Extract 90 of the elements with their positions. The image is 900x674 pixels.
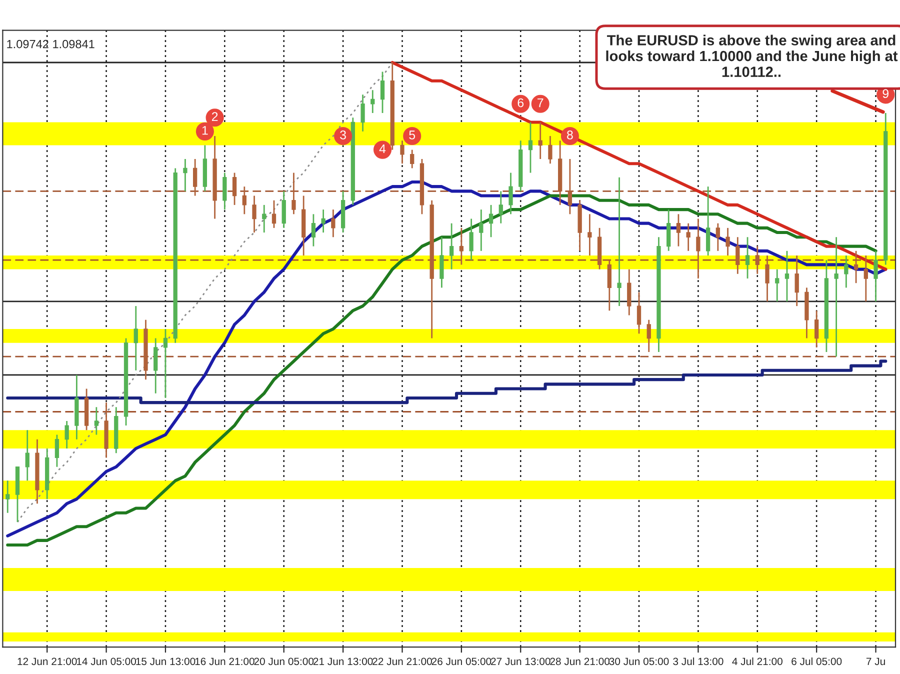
- candlestick: [54, 434, 60, 468]
- candlestick: [548, 135, 552, 164]
- candlestick: [292, 172, 296, 215]
- candlestick: [222, 172, 227, 210]
- candlestick: [617, 176, 622, 307]
- candlestick: [360, 94, 365, 132]
- candlestick: [440, 236, 444, 288]
- x-tick-label: 6 Jul 05:00: [792, 657, 842, 666]
- candlestick: [6, 480, 10, 514]
- x-tick-label: 22 Jun 21:00: [372, 658, 432, 666]
- candlestick: [568, 158, 572, 215]
- candlestick: [192, 158, 198, 196]
- candlestick: [627, 268, 632, 316]
- text: 1.09742 1.09841: [7, 40, 94, 48]
- x-tick-label: 28 Jun 21:00: [550, 658, 610, 666]
- candlestick: [745, 236, 750, 280]
- candlestick: [864, 254, 868, 302]
- candlestick: [479, 208, 484, 252]
- candlestick: [636, 292, 642, 334]
- candlestick: [538, 122, 542, 160]
- candlestick: [232, 172, 237, 206]
- annotation: 7: [538, 98, 544, 108]
- x-tick-label: 16 Jun 21:00: [195, 658, 254, 666]
- candlestick: [400, 140, 404, 164]
- candlestick: [834, 236, 838, 358]
- candlestick: [469, 218, 474, 261]
- candlestick: [282, 190, 286, 229]
- x-tick-label: 14 Jun 05:00: [76, 658, 136, 666]
- candlestick: [370, 89, 375, 114]
- x-tick-label: 27 Jun 13:00: [491, 658, 550, 666]
- annotation: 3: [340, 130, 346, 140]
- candlestick: [459, 227, 464, 266]
- candlestick: [736, 236, 740, 275]
- annotation: 5: [409, 130, 416, 140]
- annotation: 2: [212, 112, 218, 121]
- candlestick: [588, 213, 592, 256]
- candlestick: [716, 222, 720, 252]
- annotation: 9: [882, 89, 889, 98]
- candlestick: [765, 254, 770, 302]
- candlestick: [94, 406, 98, 436]
- annotation: The EURUSD is above the swing area and looks toward 1.10000 and the June high at 1.10112..: [606, 34, 898, 77]
- candlestick: [154, 338, 158, 394]
- candlestick: [528, 122, 533, 174]
- candlestick: [755, 246, 760, 275]
- annotation: 6: [518, 98, 524, 108]
- candlestick: [410, 149, 414, 169]
- candlestick: [814, 310, 819, 348]
- annotation: 1: [202, 126, 208, 135]
- candlestick: [794, 254, 799, 307]
- candlestick: [183, 158, 188, 192]
- x-tick-label: 7 Ju: [866, 658, 885, 666]
- candlestick: [311, 213, 316, 248]
- annotation: 8: [567, 130, 573, 140]
- candlestick: [488, 204, 494, 238]
- candlestick: [252, 195, 256, 234]
- x-tick-label: 26 Jun 05:00: [432, 658, 492, 666]
- candlestick: [64, 420, 69, 450]
- candlestick: [676, 213, 681, 248]
- candlestick: [854, 250, 858, 284]
- candlestick: [666, 208, 671, 252]
- candlestick: [844, 254, 848, 288]
- candlestick: [696, 218, 700, 280]
- x-tick-label: 3 Jul 13:00: [673, 657, 724, 666]
- candlestick: [607, 259, 612, 312]
- candlestick: [706, 186, 710, 256]
- candlestick: [775, 268, 780, 302]
- annotation: 4: [379, 144, 386, 154]
- candlestick: [25, 429, 30, 482]
- candlestick: [646, 319, 651, 353]
- candlestick: [686, 222, 690, 252]
- candlestick: [449, 222, 454, 270]
- candlestick: [508, 172, 513, 215]
- candlestick: [262, 204, 266, 234]
- x-tick-label: 15 Jun 13:00: [136, 658, 196, 666]
- candlestick: [272, 200, 276, 229]
- x-tick-label: 21 Jun 13:00: [313, 658, 373, 666]
- candlestick: [784, 250, 790, 302]
- candlestick: [321, 208, 326, 234]
- x-tick-label: 20 Jun 05:00: [254, 658, 314, 666]
- x-tick-label: 4 Jul 21:00: [732, 657, 782, 666]
- candlestick: [163, 328, 168, 399]
- candlestick: [242, 186, 246, 215]
- x-tick-label: 12 Jun 21:00: [18, 658, 77, 666]
- candlestick: [498, 190, 503, 224]
- candlestick: [134, 305, 138, 372]
- candlestick: [726, 227, 730, 256]
- candlestick: [331, 208, 336, 238]
- candlestick: [874, 250, 878, 302]
- candlestick: [380, 70, 385, 114]
- x-tick-label: 30 Jun 05:00: [609, 658, 669, 666]
